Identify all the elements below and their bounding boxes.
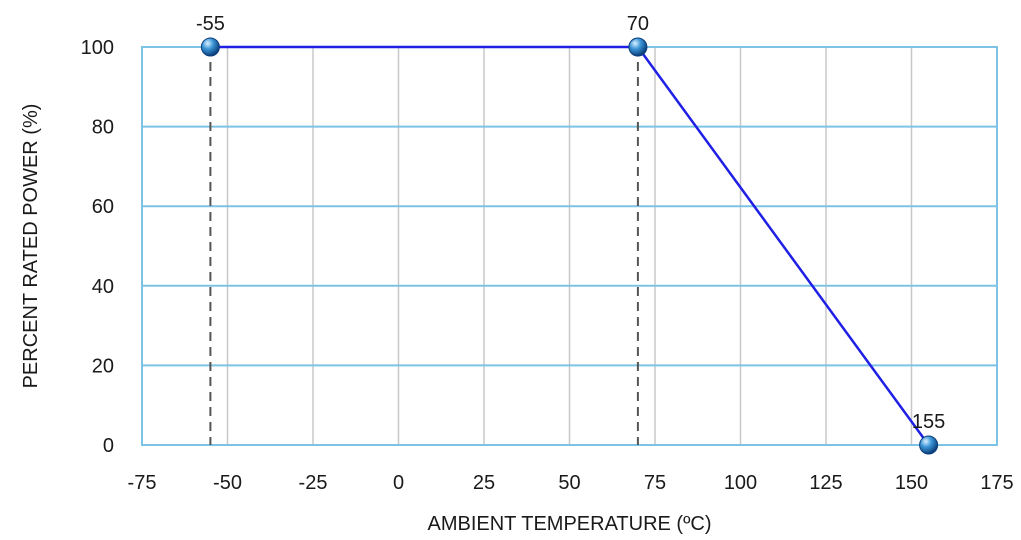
x-axis-title: AMBIENT TEMPERATURE (ºC) xyxy=(428,513,712,535)
x-tick-label: -25 xyxy=(299,472,328,494)
x-tick-label: 50 xyxy=(558,472,580,494)
y-tick-label: 60 xyxy=(92,196,114,218)
data-point xyxy=(628,37,648,57)
x-tick-label: 75 xyxy=(644,472,666,494)
x-tick-label: 125 xyxy=(809,472,842,494)
x-tick-label: -50 xyxy=(213,472,242,494)
y-tick-label: 40 xyxy=(92,276,114,298)
y-tick-label: 20 xyxy=(92,355,114,377)
x-tick-label: 175 xyxy=(980,472,1013,494)
x-axis-tick-labels: -75 -50 -25 0 25 50 75 100 125 150 175 xyxy=(128,472,1014,494)
y-tick-label: 80 xyxy=(92,117,114,139)
data-label: 155 xyxy=(912,411,945,433)
data-point xyxy=(919,435,939,455)
x-tick-label: 150 xyxy=(895,472,928,494)
drop-lines xyxy=(209,47,639,445)
data-point xyxy=(200,37,220,57)
x-tick-label: 0 xyxy=(393,472,404,494)
x-tick-label: 100 xyxy=(724,472,757,494)
x-tick-label: 25 xyxy=(473,472,495,494)
y-axis-tick-labels: 0 20 40 60 80 100 xyxy=(81,37,114,457)
vertical-gridlines xyxy=(141,47,998,445)
y-axis-title: PERCENT RATED POWER (%) xyxy=(20,104,42,389)
y-tick-label: 0 xyxy=(103,435,114,457)
data-label: -55 xyxy=(196,13,225,35)
data-markers: -55 70 155 xyxy=(196,13,945,455)
y-tick-label: 100 xyxy=(81,37,114,59)
x-tick-label: -75 xyxy=(128,472,157,494)
data-label: 70 xyxy=(627,13,649,35)
